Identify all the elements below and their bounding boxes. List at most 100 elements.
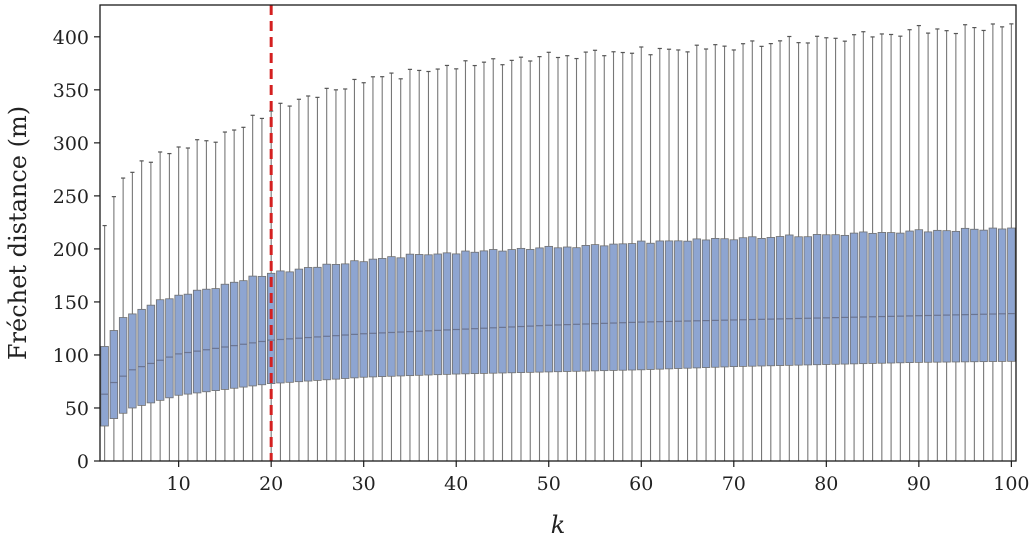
box-body — [701, 239, 711, 368]
box-body — [859, 231, 868, 365]
box-body — [257, 275, 267, 386]
y-tick-label: 300 — [53, 133, 89, 155]
box-k70 — [729, 49, 738, 461]
box-body — [1007, 227, 1016, 362]
box-k34 — [396, 78, 405, 461]
box-k26 — [322, 87, 331, 461]
box-k44 — [489, 58, 498, 461]
box-k7 — [146, 161, 156, 461]
box-body — [303, 267, 313, 382]
box-body — [285, 271, 294, 383]
y-tick-label: 150 — [53, 292, 89, 314]
box-k78 — [803, 42, 813, 461]
box-body — [914, 229, 924, 363]
box-body — [146, 304, 156, 404]
box-k75 — [775, 40, 785, 461]
box-body — [183, 293, 193, 395]
box-k81 — [831, 37, 840, 461]
box-k56 — [600, 55, 609, 461]
x-tick-label: 30 — [352, 473, 376, 495]
box-k37 — [424, 70, 433, 461]
x-tick-label: 10 — [167, 473, 191, 495]
box-k36 — [415, 69, 424, 461]
box-body — [378, 258, 387, 377]
box-k39 — [442, 64, 452, 461]
box-body — [720, 238, 729, 368]
box-k77 — [794, 42, 803, 461]
box-k88 — [896, 35, 905, 461]
box-k65 — [683, 51, 692, 461]
box-body — [997, 228, 1007, 362]
box-body — [951, 230, 961, 363]
box-k51 — [553, 56, 563, 461]
box-body — [729, 239, 738, 368]
box-k32 — [378, 76, 387, 461]
box-k28 — [340, 88, 350, 461]
box-body — [840, 234, 850, 365]
box-body — [572, 247, 581, 372]
box-k8 — [155, 151, 165, 461]
box-body — [155, 299, 165, 401]
box-body — [886, 232, 896, 364]
box-body — [137, 308, 146, 406]
box-k67 — [701, 48, 711, 461]
box-body — [331, 263, 341, 380]
box-k33 — [387, 72, 396, 461]
box-body — [461, 250, 470, 375]
box-body — [192, 289, 202, 394]
x-tick-label: 40 — [444, 473, 468, 495]
box-k18 — [248, 114, 257, 461]
box-body — [359, 261, 368, 378]
box-body — [757, 238, 766, 367]
box-k6 — [137, 160, 146, 461]
box-body — [905, 230, 914, 363]
box-body — [960, 227, 970, 363]
box-body — [711, 238, 720, 368]
box-body — [674, 240, 683, 369]
box-k98 — [988, 23, 998, 461]
box-body — [600, 245, 609, 372]
box-body — [849, 232, 859, 365]
box-k89 — [905, 29, 914, 461]
box-k48 — [526, 60, 535, 461]
box-body — [313, 266, 322, 381]
x-tick-label: 100 — [993, 473, 1029, 495]
box-k93 — [942, 30, 951, 461]
box-body — [794, 236, 803, 366]
box-body — [868, 232, 877, 364]
box-body — [942, 230, 951, 363]
box-k97 — [979, 29, 988, 461]
box-k31 — [368, 76, 378, 461]
box-body — [489, 249, 498, 374]
box-body — [988, 227, 998, 362]
box-body — [229, 281, 239, 389]
box-body — [896, 232, 905, 364]
box-body — [322, 263, 331, 381]
x-tick-label: 90 — [907, 473, 931, 495]
box-k63 — [664, 48, 674, 461]
box-k100 — [1007, 23, 1016, 461]
box-k60 — [637, 46, 646, 461]
box-body — [544, 245, 553, 373]
box-body — [748, 236, 757, 367]
boxes-group — [100, 23, 1016, 461]
box-k42 — [470, 64, 479, 461]
box-k83 — [849, 34, 859, 461]
box-body — [118, 317, 128, 414]
box-k79 — [812, 35, 822, 461]
box-body — [775, 236, 785, 366]
box-k72 — [748, 40, 757, 461]
box-k40 — [452, 68, 461, 461]
box-body — [812, 234, 822, 366]
box-k43 — [479, 61, 489, 461]
box-body — [933, 229, 942, 363]
box-k38 — [433, 68, 442, 461]
box-body — [646, 242, 655, 370]
y-tick-label: 0 — [77, 451, 89, 473]
box-body — [590, 244, 600, 372]
box-k57 — [609, 51, 618, 461]
y-tick-label: 200 — [53, 239, 89, 261]
plot-frame — [99, 4, 1017, 462]
box-body — [581, 245, 590, 372]
box-body — [211, 288, 220, 391]
